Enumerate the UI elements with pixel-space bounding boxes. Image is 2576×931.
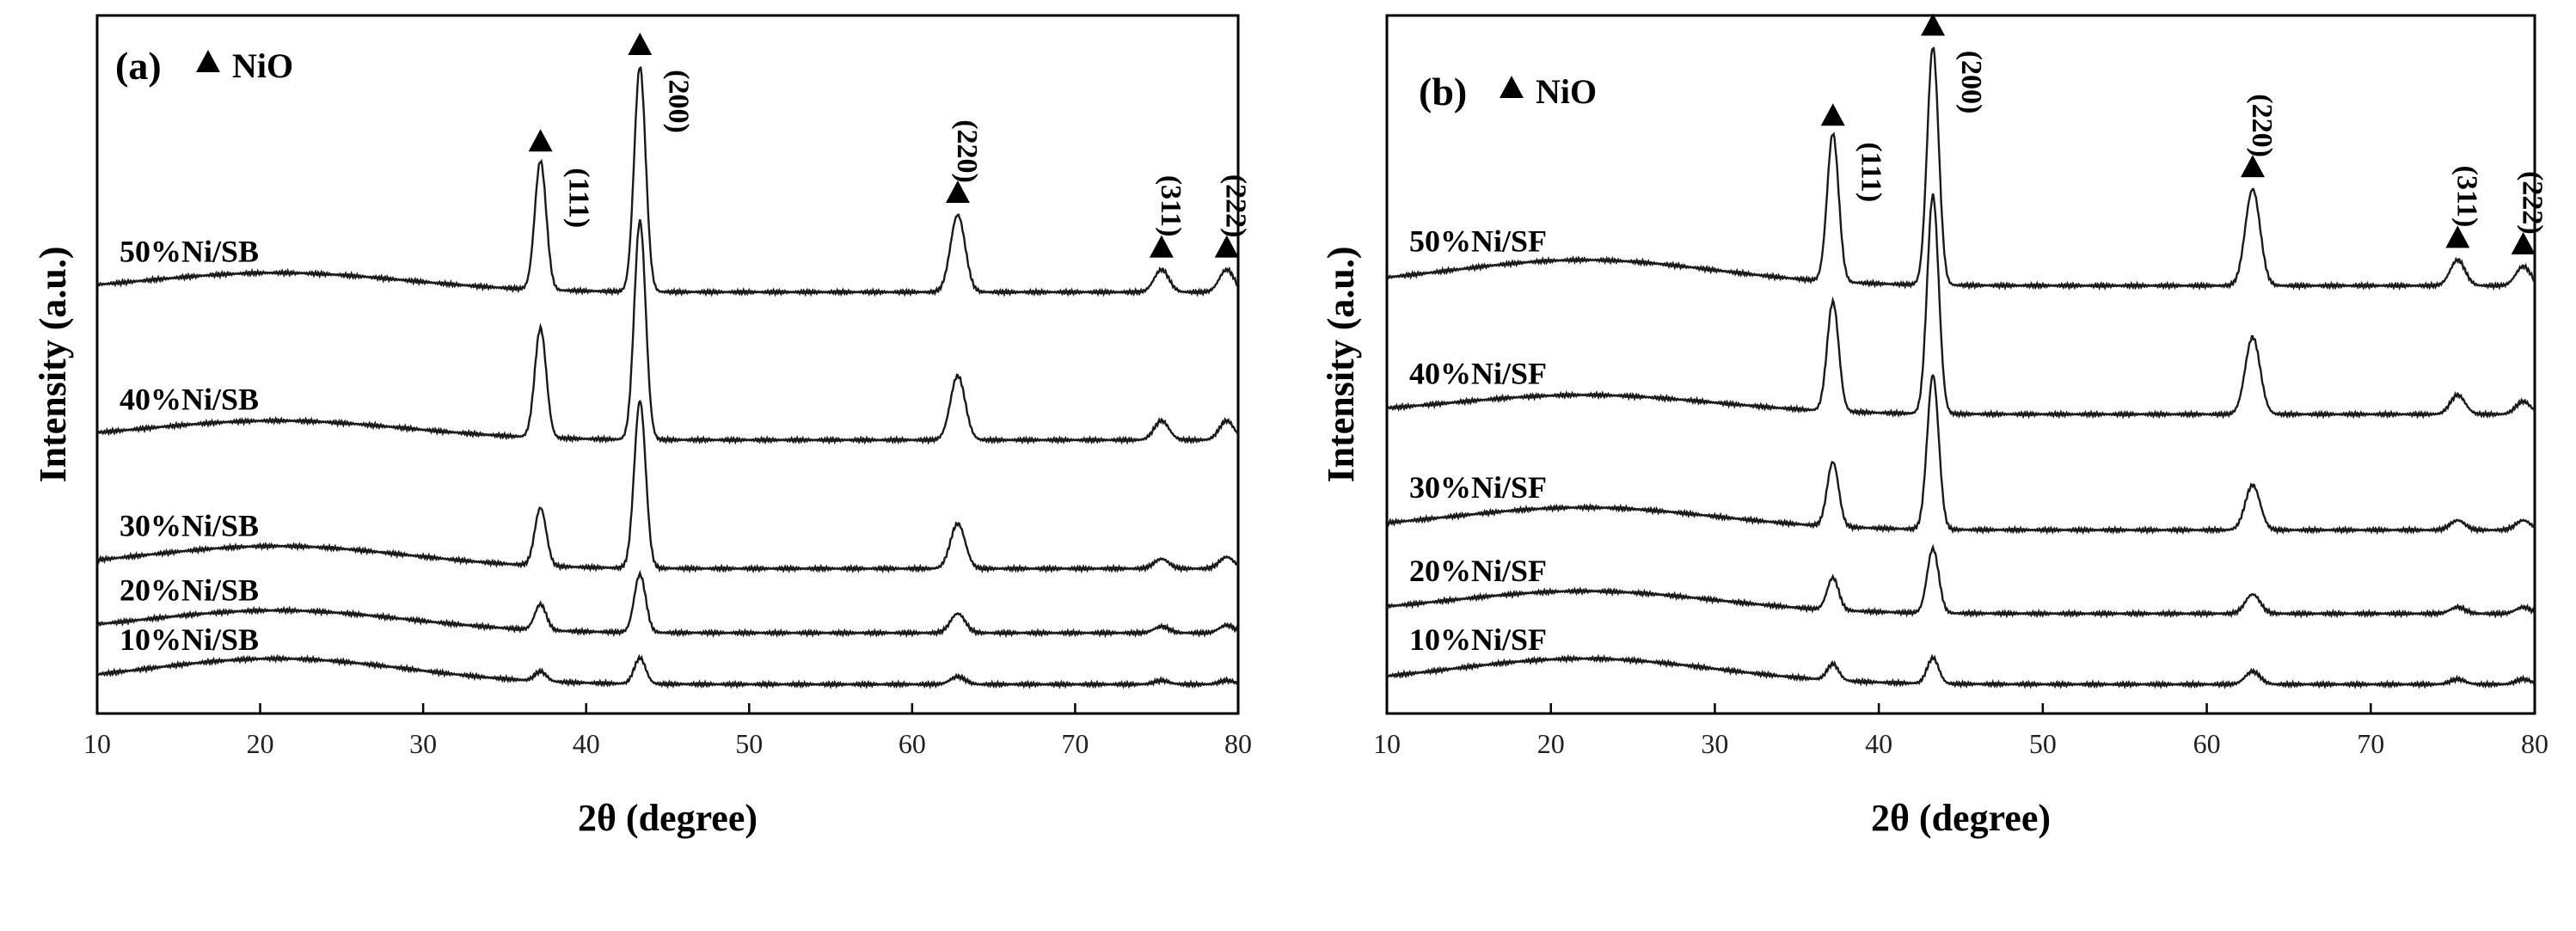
peak-label-222: (222)	[2517, 171, 2548, 235]
x-tick-label: 30	[1701, 728, 1728, 759]
x-tick-label: 50	[2029, 728, 2057, 759]
series-label: 50%Ni/SB	[120, 234, 259, 268]
series-label: 40%Ni/SB	[120, 382, 259, 416]
series-label: 30%Ni/SF	[1409, 470, 1547, 505]
x-tick-label: 10	[83, 728, 111, 759]
series-label: 50%Ni/SF	[1409, 224, 1547, 258]
legend-triangle-icon	[1500, 76, 1524, 98]
series-label: 40%Ni/SF	[1409, 356, 1547, 390]
legend-label: NiO	[1536, 72, 1597, 111]
peak-label-220: (220)	[951, 119, 983, 183]
x-tick-label: 80	[2521, 728, 2548, 759]
series-line-30nisf	[1386, 373, 2536, 536]
series-line-20nisb	[95, 569, 1240, 639]
series-line-20nisf	[1385, 543, 2536, 619]
y-axis-label: Intensity (a.u.)	[32, 246, 74, 482]
x-tick-label: 70	[1061, 728, 1089, 759]
series-label: 20%Ni/SF	[1409, 554, 1547, 588]
series-label: 20%Ni/SB	[120, 573, 259, 608]
x-tick-label: 60	[2193, 728, 2221, 759]
plot-frame	[1385, 14, 2536, 715]
panel-a: 10 20 30 40 50 60 70 80 2θ (degree) Intensity (a.…	[32, 14, 1252, 839]
x-axis-label: 2θ (degree)	[578, 797, 757, 839]
x-tick-label: 40	[1865, 728, 1892, 759]
x-tick-label: 50	[735, 728, 763, 759]
series-line-40nisb	[96, 219, 1239, 445]
peak-label-200: (200)	[662, 70, 694, 133]
series-label: 10%Ni/SF	[1409, 622, 1547, 657]
nio-peak-triangle-icon	[1149, 235, 1174, 258]
x-tick-label: 40	[573, 728, 600, 759]
series-line-50nisf	[1386, 46, 2536, 291]
series-line-30nisb	[96, 399, 1240, 574]
legend-label: NiO	[232, 46, 293, 85]
x-axis-label: 2θ (degree)	[1871, 797, 2051, 839]
x-tick-label: 70	[2357, 728, 2384, 759]
peak-label-222: (222)	[1220, 175, 1252, 238]
nio-peak-triangle-icon	[1214, 235, 1239, 258]
x-tick-label: 30	[409, 728, 437, 759]
series-line-50nisb	[96, 65, 1240, 297]
y-axis-label: Intensity (a.u.)	[1320, 246, 1362, 482]
peak-label-111: (111)	[563, 168, 595, 228]
series-line-10nisf	[1386, 653, 2536, 689]
nio-peak-triangle-icon	[1820, 103, 1845, 126]
nio-peak-triangle-icon	[2240, 155, 2265, 178]
nio-peak-triangle-icon	[945, 181, 970, 204]
x-tick-label: 10	[1373, 728, 1401, 759]
panel-label: (b)	[1419, 70, 1467, 113]
x-tick-label: 20	[1537, 728, 1565, 759]
nio-peak-triangle-icon	[1921, 13, 1946, 36]
legend-triangle-icon	[196, 50, 220, 72]
peak-label-200: (200)	[1955, 51, 1987, 114]
nio-peak-triangle-icon	[2511, 231, 2536, 254]
peak-label-311: (311)	[1155, 175, 1187, 237]
series-label: 10%Ni/SB	[120, 622, 259, 657]
nio-peak-triangle-icon	[528, 129, 553, 152]
x-tick-label: 80	[1224, 728, 1252, 759]
peak-label-220: (220)	[2246, 94, 2278, 157]
x-tick-label: 60	[899, 728, 926, 759]
panel-label: (a)	[115, 44, 162, 88]
series-line-40nisf	[1386, 193, 2536, 420]
peak-label-111: (111)	[1855, 142, 1887, 202]
panel-b: 10 20 30 40 50 60 70 80 2θ (degree) Intensity (a.…	[1320, 13, 2548, 839]
plot-frame	[95, 14, 1240, 715]
peak-label-311: (311)	[2450, 166, 2482, 228]
series-label: 30%Ni/SB	[120, 509, 259, 543]
nio-peak-triangle-icon	[2445, 225, 2470, 248]
x-tick-label: 20	[247, 728, 274, 759]
nio-peak-triangle-icon	[628, 33, 653, 55]
series-line-10nisb	[96, 653, 1239, 689]
